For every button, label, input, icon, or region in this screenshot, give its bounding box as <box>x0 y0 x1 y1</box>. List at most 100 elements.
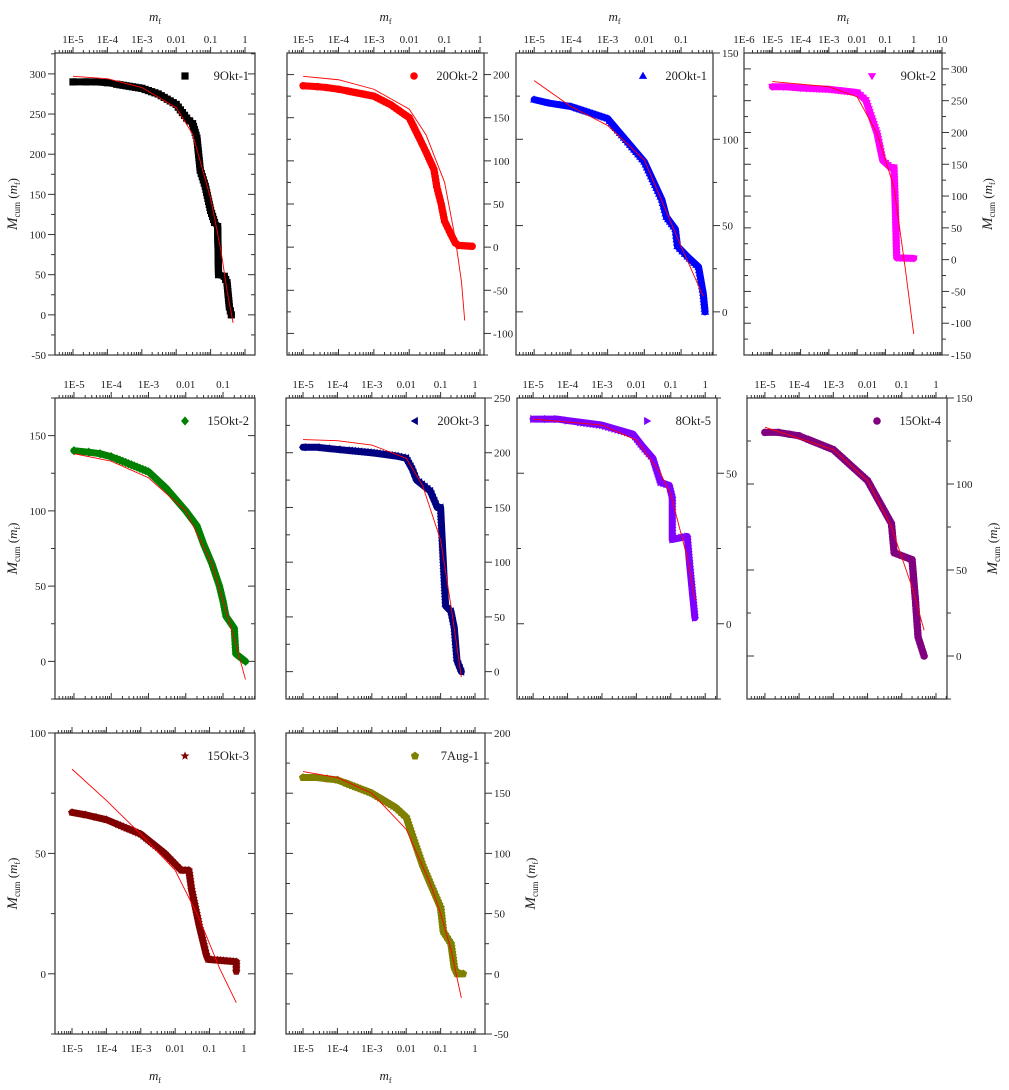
data-point <box>67 807 77 817</box>
x-tick-label: 0.01 <box>848 34 867 46</box>
plot-frame <box>54 732 256 1035</box>
data-band <box>299 443 465 676</box>
panel-9Okt-1: 1E-5 1E-4 1E-3 0.01 0.1 1 -50 0 50 100 150 200 250 30… <box>5 9 256 362</box>
data-marker-fill <box>700 301 709 309</box>
data-marker-fill <box>364 448 372 457</box>
data-marker-fill <box>138 831 148 840</box>
x-tick-label: 0.01 <box>400 34 419 46</box>
panel-9Okt-2: 1E-6 1E-5 1E-4 1E-3 0.01 0.1 1 10 -150 -100 -50 0 50… <box>733 9 997 362</box>
data-point <box>639 442 647 451</box>
x-tick-label: 1E-3 <box>361 1043 383 1055</box>
y-axis-title-symbol: M <box>5 216 21 231</box>
y-axis-title-subscript: cum <box>530 882 540 898</box>
y-tick-label: 200 <box>951 127 968 139</box>
x-tick-label: 0.1 <box>674 34 688 46</box>
data-marker-fill <box>342 446 350 455</box>
data-point <box>189 120 197 128</box>
legend-marker <box>867 73 877 81</box>
x-axis-title-subscript: f <box>158 1076 161 1085</box>
x-tick-label: 1E-5 <box>61 1043 83 1055</box>
y-tick-label: 0 <box>41 310 47 322</box>
x-tick-label: 1E-3 <box>138 379 160 391</box>
fit-curve <box>72 75 234 323</box>
data-marker-fill <box>153 842 163 852</box>
y-axis-title-subscript: cum <box>12 882 22 898</box>
x-axis-title: mf <box>149 9 161 26</box>
x-axis-title: mf <box>608 9 620 26</box>
data-point <box>441 601 449 611</box>
y-axis-title-paren-close: ) <box>5 178 20 182</box>
y-axis-title-subscript: cum <box>12 202 22 218</box>
data-marker-fill <box>180 865 190 875</box>
data-marker-fill <box>188 890 198 900</box>
data-point <box>199 539 208 549</box>
data-marker-fill <box>186 878 196 887</box>
data-marker-fill <box>358 447 366 456</box>
data-point <box>223 279 231 287</box>
y-tick-label: 50 <box>35 581 47 593</box>
data-series <box>67 768 241 1003</box>
plot-frame <box>54 397 256 700</box>
data-point <box>671 224 680 232</box>
data-point <box>193 521 201 531</box>
legend-marker <box>873 417 881 425</box>
y-tick-label: 100 <box>494 848 511 860</box>
data-marker-fill <box>696 272 705 280</box>
data-point <box>418 861 427 869</box>
data-marker-fill <box>150 841 160 850</box>
data-point <box>193 134 201 142</box>
y-axis-title-symbol: M <box>985 561 1001 576</box>
x-tick-label: 1E-3 <box>597 34 619 46</box>
data-series <box>298 439 465 678</box>
data-point <box>796 85 805 93</box>
data-point <box>84 447 93 457</box>
y-axis-title-paren: ( <box>5 194 20 202</box>
data-band <box>761 428 928 660</box>
x-tick-label: 1E-5 <box>292 34 314 46</box>
data-point <box>662 212 671 220</box>
y-axis-title-argument-subscript: f <box>13 862 22 865</box>
x-tick-label: 1E-4 <box>557 379 579 391</box>
data-marker-fill <box>200 943 210 952</box>
x-tick-label: 1E-5 <box>63 379 85 391</box>
data-point <box>172 100 180 109</box>
data-point <box>194 920 204 930</box>
y-tick-label: 300 <box>30 69 47 81</box>
y-axis-title-argument-subscript: f <box>13 182 22 185</box>
x-tick-label: 1E-5 <box>522 379 544 391</box>
data-point <box>138 84 146 92</box>
plot-frame <box>285 397 486 700</box>
y-tick-label: 200 <box>494 448 511 460</box>
data-point <box>69 78 77 86</box>
x-tick-label: 0.01 <box>397 379 416 391</box>
fit-curve <box>303 75 466 321</box>
data-point <box>298 443 306 452</box>
x-tick-label: 0.1 <box>216 379 230 391</box>
data-marker-fill <box>116 821 126 830</box>
data-marker-fill <box>155 844 165 854</box>
y-tick-label: 0 <box>951 255 957 267</box>
x-axis-title: mf <box>837 9 849 26</box>
y-tick-label: 200 <box>30 149 47 161</box>
data-point <box>81 810 91 819</box>
data-point <box>96 449 104 459</box>
data-marker-fill <box>185 871 195 881</box>
y-tick-label: 0 <box>41 969 47 981</box>
data-marker-fill <box>189 896 199 906</box>
x-tick-label: 1E-5 <box>292 379 314 391</box>
data-point <box>768 83 777 92</box>
plot-frame <box>54 52 256 356</box>
data-marker-fill <box>148 839 158 848</box>
data-point <box>669 535 677 544</box>
data-point <box>436 503 444 512</box>
y-axis-title-paren: ( <box>5 874 20 882</box>
data-marker-fill <box>113 819 123 829</box>
data-point <box>684 532 692 541</box>
y-tick-label: 100 <box>30 230 47 242</box>
y-axis-title-paren: ( <box>980 194 995 202</box>
data-point <box>312 773 321 782</box>
data-point <box>312 443 320 452</box>
data-point <box>530 95 539 103</box>
x-tick-label: 1E-5 <box>762 34 784 46</box>
x-tick-label: 0.01 <box>397 1043 416 1055</box>
